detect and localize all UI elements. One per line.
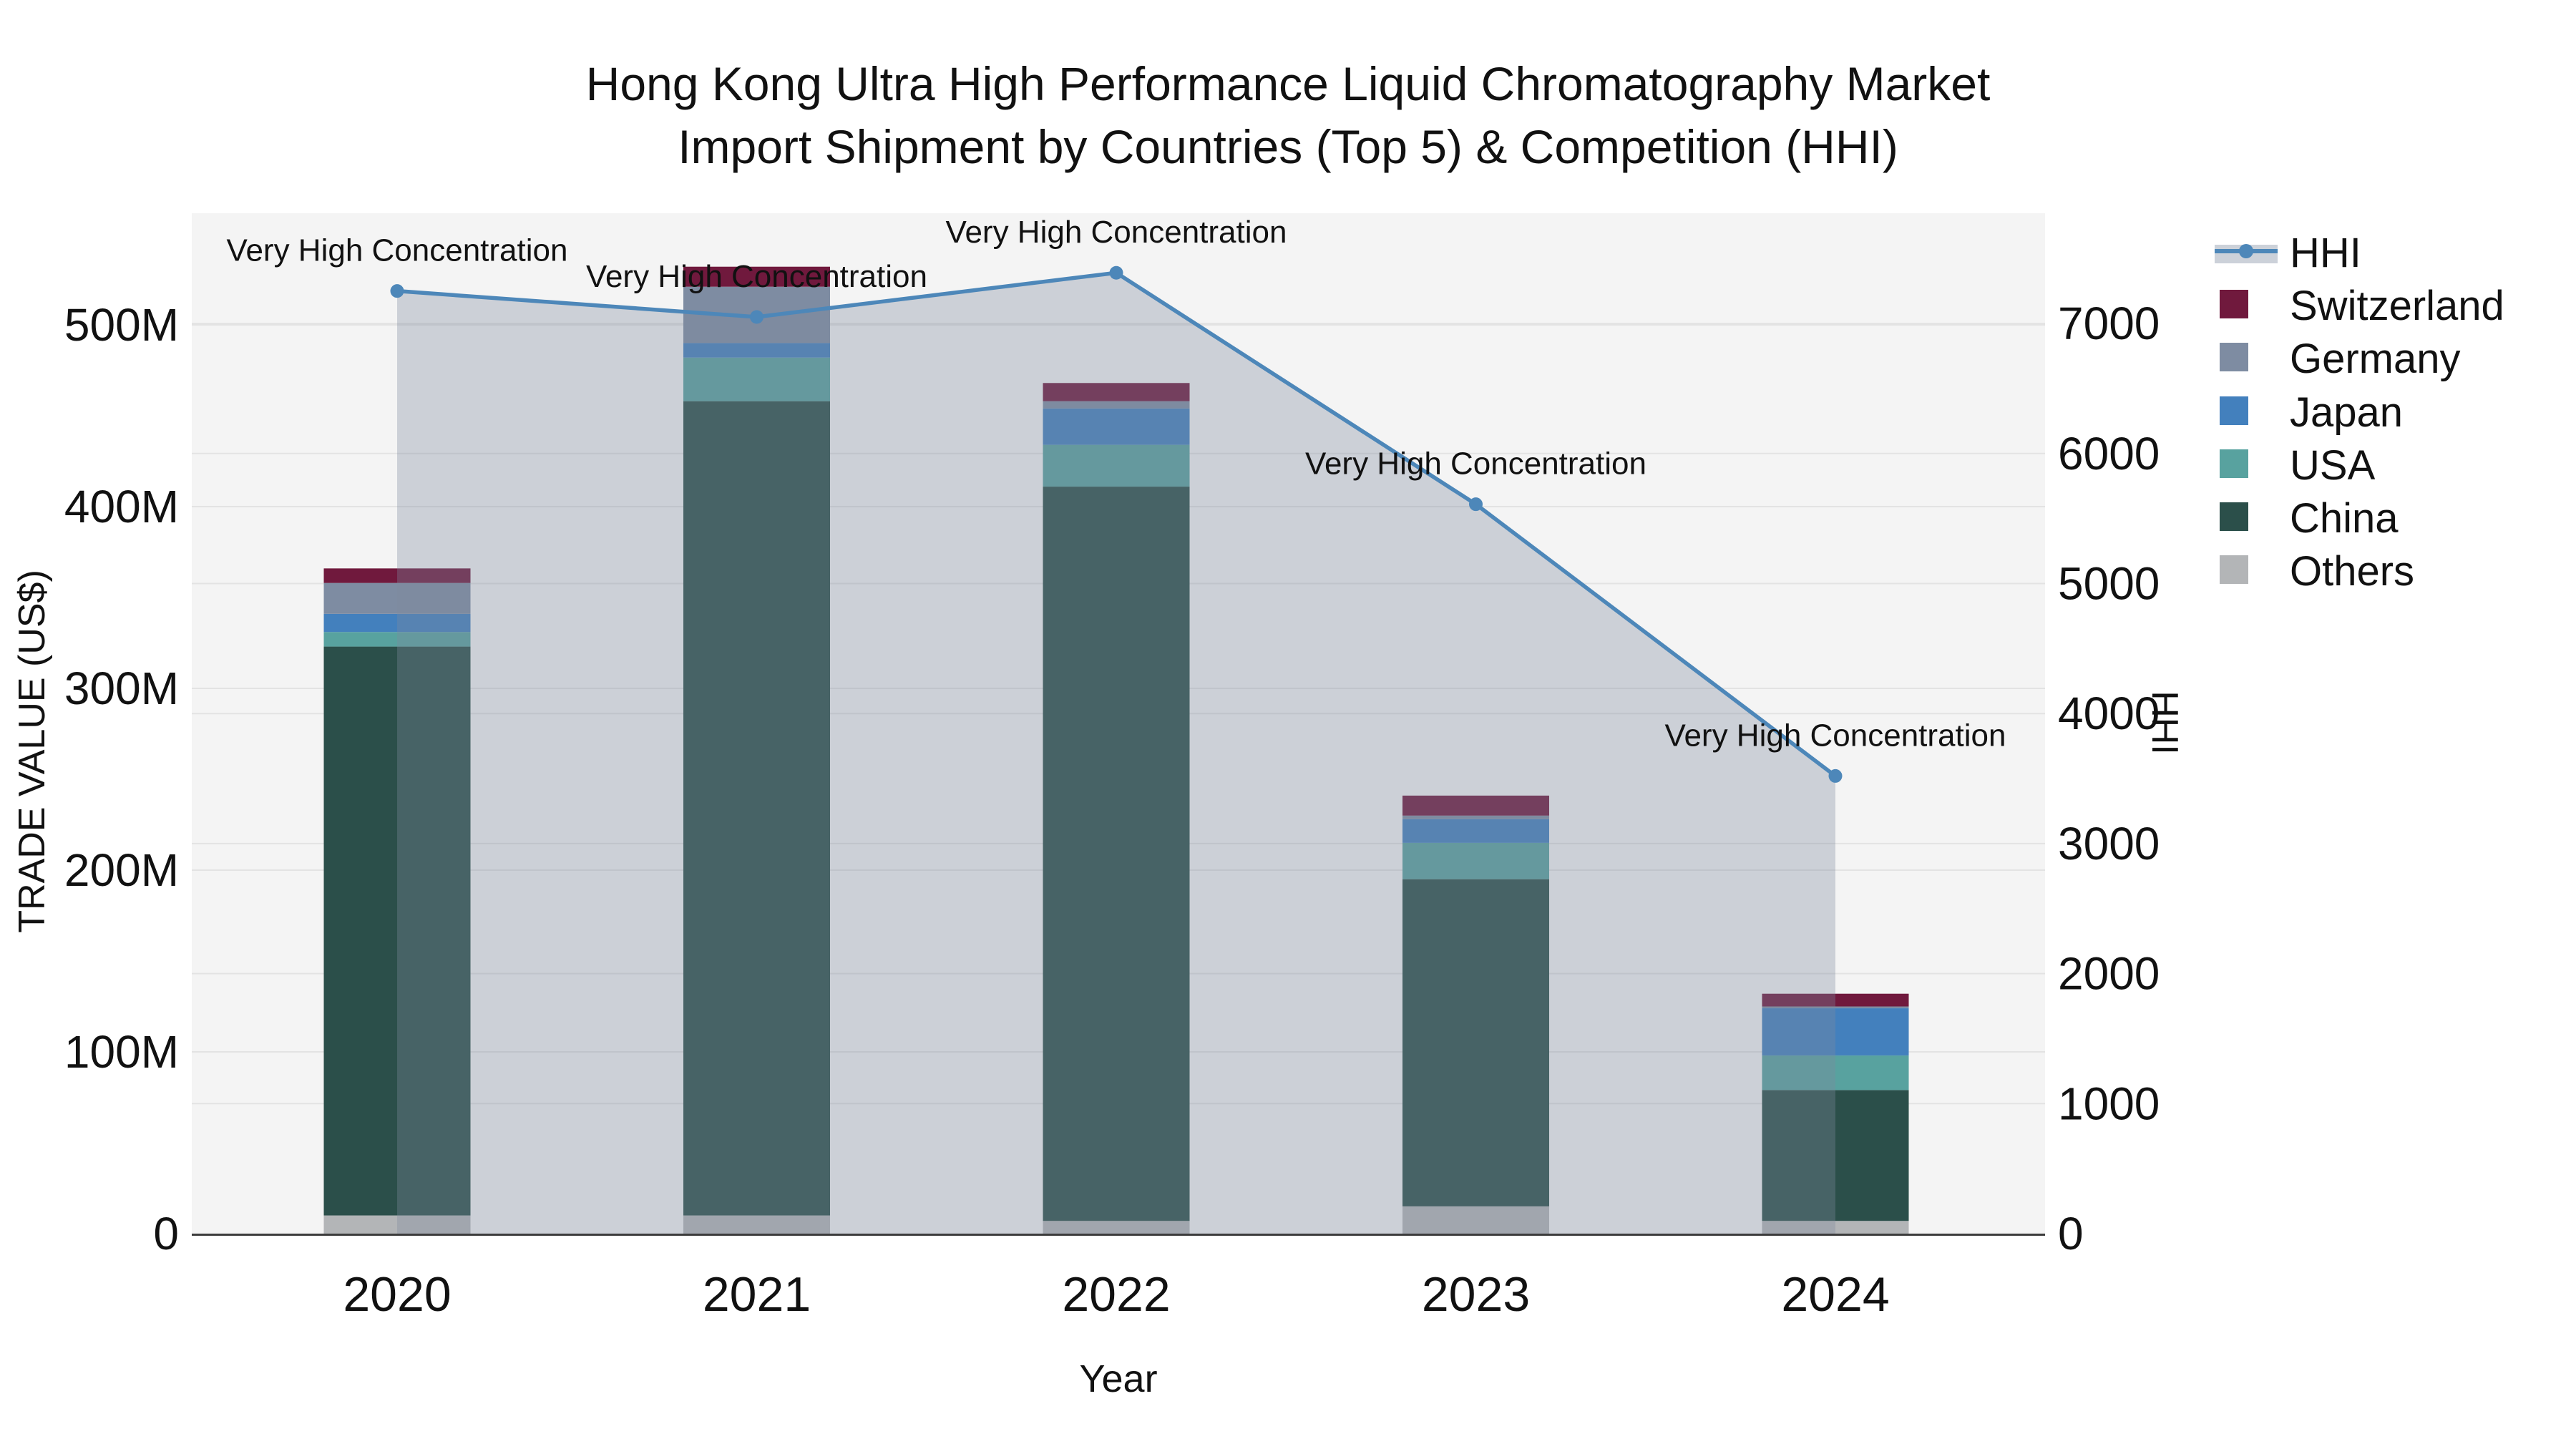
y-left-tick-200M: 200M <box>64 844 179 896</box>
hhi-marker-2021[interactable] <box>750 310 763 324</box>
x-tick-2022[interactable]: 2022 <box>1062 1267 1170 1322</box>
bar-segment-2020-others[interactable] <box>323 1215 471 1234</box>
bar-2021 <box>683 266 830 1234</box>
legend-label-germany: Germany <box>2290 336 2461 382</box>
legend-item-switzerland[interactable]: Switzerland <box>2220 283 2504 329</box>
legend-label-japan: Japan <box>2290 389 2403 436</box>
bar-segment-2020-china[interactable] <box>323 646 471 1216</box>
legend-item-others[interactable]: Others <box>2220 548 2414 595</box>
annotation-2024: Very High Concentration <box>1665 718 2006 753</box>
bar-segment-2022-usa[interactable] <box>1043 444 1190 487</box>
legend-item-germany[interactable]: Germany <box>2220 336 2461 382</box>
bar-segment-2020-japan[interactable] <box>323 613 471 633</box>
y-left-tick-500M: 500M <box>64 299 179 351</box>
x-tick-2024[interactable]: 2024 <box>1781 1267 1889 1322</box>
hhi-marker-2020[interactable] <box>390 284 404 298</box>
bar-segment-2021-japan[interactable] <box>683 343 830 358</box>
x-tick-2020[interactable]: 2020 <box>343 1267 451 1322</box>
bar-segment-2022-switzerland[interactable] <box>1043 383 1190 401</box>
chart-title-line2: Import Shipment by Countries (Top 5) & C… <box>678 120 1898 173</box>
y-right-tick-6000: 6000 <box>2058 428 2160 479</box>
legend-label-usa: USA <box>2290 442 2376 489</box>
hhi-marker-2023[interactable] <box>1469 497 1483 512</box>
legend-swatch-germany <box>2220 343 2248 371</box>
x-tick-2023[interactable]: 2023 <box>1422 1267 1530 1322</box>
legend-label-china: China <box>2290 495 2399 542</box>
hhi-markers <box>390 265 1843 783</box>
annotation-2023: Very High Concentration <box>1305 447 1646 482</box>
bar-segment-2022-others[interactable] <box>1043 1221 1190 1234</box>
y-left-tick-300M: 300M <box>64 663 179 714</box>
bar-segment-2023-china[interactable] <box>1402 879 1549 1206</box>
y-right-tick-3000: 3000 <box>2058 818 2160 869</box>
x-tick-labels: 2020 2021 2022 2023 2024 <box>343 1267 1889 1322</box>
legend-swatch-others <box>2220 555 2248 584</box>
bar-segment-2023-others[interactable] <box>1402 1206 1549 1234</box>
bar-2023 <box>1402 795 1549 1234</box>
legend-item-china[interactable]: China <box>2220 495 2399 542</box>
bar-segment-2022-china[interactable] <box>1043 487 1190 1221</box>
hhi-marker-2022[interactable] <box>1109 265 1123 280</box>
annotations: Very High Concentration Very High Concent… <box>227 215 2006 753</box>
bar-2022 <box>1043 383 1190 1234</box>
bar-segment-2024-china[interactable] <box>1762 1090 1909 1221</box>
bar-segment-2024-germany[interactable] <box>1762 1006 1909 1009</box>
annotation-2022: Very High Concentration <box>946 215 1287 250</box>
bar-segment-2022-germany[interactable] <box>1043 401 1190 409</box>
y-right-tick-4000: 4000 <box>2058 688 2160 739</box>
annotation-2021: Very High Concentration <box>586 259 927 294</box>
legend-swatch-switzerland <box>2220 290 2248 318</box>
legend-item-usa[interactable]: USA <box>2220 442 2376 489</box>
legend-label-others: Others <box>2290 548 2414 595</box>
y-left-tick-100M: 100M <box>64 1026 179 1078</box>
y-left-tick-labels: 0 100M 200M 300M 400M 500M <box>64 299 179 1259</box>
y-right-tick-0: 0 <box>2058 1208 2084 1259</box>
y-right-tick-labels: 0 1000 2000 3000 4000 5000 6000 7000 <box>2058 298 2160 1259</box>
bar-segment-2023-usa[interactable] <box>1402 842 1549 879</box>
bar-segment-2024-switzerland[interactable] <box>1762 993 1909 1007</box>
bar-segment-2024-japan[interactable] <box>1762 1008 1909 1056</box>
bar-segment-2024-others[interactable] <box>1762 1221 1909 1234</box>
bar-segment-2020-germany[interactable] <box>323 582 471 614</box>
bar-segment-2024-usa[interactable] <box>1762 1055 1909 1091</box>
bar-segment-2023-switzerland[interactable] <box>1402 795 1549 816</box>
bar-segment-2020-usa[interactable] <box>323 632 471 647</box>
annotation-2020: Very High Concentration <box>227 233 568 268</box>
y-left-tick-400M: 400M <box>64 481 179 532</box>
bar-segment-2021-switzerland[interactable] <box>683 266 830 287</box>
y-right-tick-2000: 2000 <box>2058 948 2160 1000</box>
bar-segment-2020-switzerland[interactable] <box>323 568 471 583</box>
legend-hhi-marker-swatch <box>2239 244 2253 258</box>
y-right-tick-7000: 7000 <box>2058 298 2160 349</box>
bar-segment-2021-others[interactable] <box>683 1215 830 1234</box>
chart-title-line1: Hong Kong Ultra High Performance Liquid … <box>586 57 1991 110</box>
legend-swatch-japan <box>2220 396 2248 425</box>
x-axis-title: Year <box>1079 1357 1157 1400</box>
bar-segment-2023-japan[interactable] <box>1402 819 1549 843</box>
legend-label-hhi: HHI <box>2290 230 2361 276</box>
stacked-bars <box>323 266 1909 1234</box>
legend-item-japan[interactable]: Japan <box>2220 389 2403 436</box>
legend-label-switzerland: Switzerland <box>2290 283 2504 329</box>
bar-segment-2023-germany[interactable] <box>1402 815 1549 819</box>
legend-swatch-usa <box>2220 449 2248 478</box>
x-tick-2021[interactable]: 2021 <box>703 1267 811 1322</box>
bar-segment-2022-japan[interactable] <box>1043 408 1190 445</box>
y-left-axis-title: TRADE VALUE (US$) <box>11 570 53 933</box>
y-left-tick-0: 0 <box>153 1208 179 1259</box>
bar-2020 <box>323 568 471 1234</box>
hhi-marker-2024[interactable] <box>1828 769 1843 783</box>
bar-segment-2021-usa[interactable] <box>683 357 830 401</box>
legend-swatch-china <box>2220 502 2248 531</box>
hhi-area-fill <box>397 273 1835 1234</box>
legend-item-hhi[interactable]: HHI <box>2215 230 2361 276</box>
bar-2024 <box>1762 993 1909 1234</box>
y-right-tick-5000: 5000 <box>2058 558 2160 610</box>
bar-segment-2021-china[interactable] <box>683 401 830 1216</box>
legend: HHI Switzerland Germany Japan USA China Others <box>2215 230 2504 595</box>
y-right-tick-1000: 1000 <box>2058 1078 2160 1129</box>
y-right-axis-title: HHI <box>2144 691 2185 755</box>
